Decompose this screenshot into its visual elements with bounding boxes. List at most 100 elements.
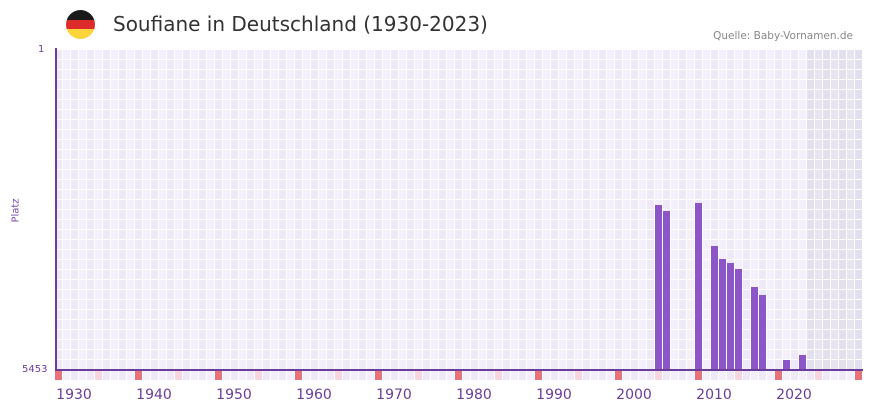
year-marker: [743, 371, 750, 380]
bar-2012[interactable]: [727, 263, 734, 370]
grid-cell: [127, 90, 134, 99]
grid-cell: [847, 230, 854, 239]
grid-cell: [527, 310, 534, 319]
grid-cell: [775, 170, 782, 179]
grid-cell: [503, 80, 510, 89]
grid-cell: [175, 310, 182, 319]
grid-cell: [215, 70, 222, 79]
grid-cell: [247, 120, 254, 129]
grid-cell: [183, 300, 190, 309]
grid-cell: [359, 240, 366, 249]
bar-2021[interactable]: [799, 355, 806, 370]
grid-cell: [391, 240, 398, 249]
bar-2019[interactable]: [783, 360, 790, 370]
grid-cell: [623, 360, 630, 369]
grid-cell: [767, 300, 774, 309]
grid-cell: [655, 100, 662, 109]
grid-cell: [479, 270, 486, 279]
grid-cell: [167, 100, 174, 109]
grid-cell: [599, 340, 606, 349]
grid-cell: [479, 50, 486, 59]
grid-cell: [471, 240, 478, 249]
grid-cell: [143, 90, 150, 99]
grid-cell: [95, 260, 102, 269]
grid-cell: [327, 80, 334, 89]
grid-cell: [575, 150, 582, 159]
grid-cell: [703, 290, 710, 299]
grid-cell: [615, 250, 622, 259]
grid-cell: [191, 270, 198, 279]
grid-cell: [751, 70, 758, 79]
grid-cell: [215, 240, 222, 249]
grid-cell: [391, 350, 398, 359]
grid-cell: [295, 200, 302, 209]
bar-2008[interactable]: [695, 203, 702, 370]
grid-cell: [607, 170, 614, 179]
bar-2010[interactable]: [711, 246, 718, 370]
grid-cell: [551, 170, 558, 179]
grid-cell: [303, 230, 310, 239]
grid-cell: [415, 160, 422, 169]
grid-cell: [295, 190, 302, 199]
grid-cell: [631, 110, 638, 119]
grid-cell: [543, 130, 550, 139]
grid-cell: [775, 280, 782, 289]
grid-cell: [287, 180, 294, 189]
grid-cell: [831, 320, 838, 329]
grid-cell: [167, 290, 174, 299]
grid-cell: [511, 340, 518, 349]
grid-cell: [743, 110, 750, 119]
grid-cell: [231, 50, 238, 59]
grid-cell: [311, 120, 318, 129]
grid-cell: [631, 160, 638, 169]
bar-2004[interactable]: [663, 211, 670, 370]
grid-cell: [127, 70, 134, 79]
grid-cell: [191, 260, 198, 269]
grid-cell: [607, 330, 614, 339]
grid-cell: [207, 350, 214, 359]
grid-cell: [599, 350, 606, 359]
grid-cell: [607, 300, 614, 309]
grid-cell: [79, 70, 86, 79]
bar-2016[interactable]: [759, 295, 766, 370]
grid-cell: [327, 220, 334, 229]
year-marker: [167, 371, 174, 380]
grid-cell: [743, 270, 750, 279]
grid-cell: [543, 120, 550, 129]
grid-cell: [255, 330, 262, 339]
grid-cell: [471, 310, 478, 319]
grid-cell: [303, 280, 310, 289]
bar-2015[interactable]: [751, 287, 758, 370]
grid-cell: [599, 70, 606, 79]
grid-cell: [127, 190, 134, 199]
grid-cell: [703, 280, 710, 289]
bar-2013[interactable]: [735, 269, 742, 370]
grid-cell: [567, 230, 574, 239]
grid-cell: [167, 190, 174, 199]
grid-cell: [319, 270, 326, 279]
grid-cell: [255, 80, 262, 89]
grid-cell: [351, 150, 358, 159]
grid-cell: [735, 160, 742, 169]
grid-cell: [375, 270, 382, 279]
grid-cell: [351, 200, 358, 209]
grid-cell: [759, 290, 766, 299]
year-marker: [127, 371, 134, 380]
grid-cell: [271, 200, 278, 209]
grid-cell: [751, 50, 758, 59]
bar-2003[interactable]: [655, 205, 662, 370]
grid-cell: [503, 280, 510, 289]
grid-cell: [319, 240, 326, 249]
grid-cell: [271, 300, 278, 309]
grid-cell: [287, 110, 294, 119]
grid-cell: [719, 50, 726, 59]
chart-title: Soufiane in Deutschland (1930-2023): [113, 12, 488, 36]
grid-cell: [775, 130, 782, 139]
grid-cell: [159, 210, 166, 219]
grid-cell: [415, 330, 422, 339]
bar-2011[interactable]: [719, 259, 726, 370]
grid-cell: [599, 240, 606, 249]
grid-cell: [415, 280, 422, 289]
grid-cell: [431, 260, 438, 269]
grid-cell: [439, 90, 446, 99]
